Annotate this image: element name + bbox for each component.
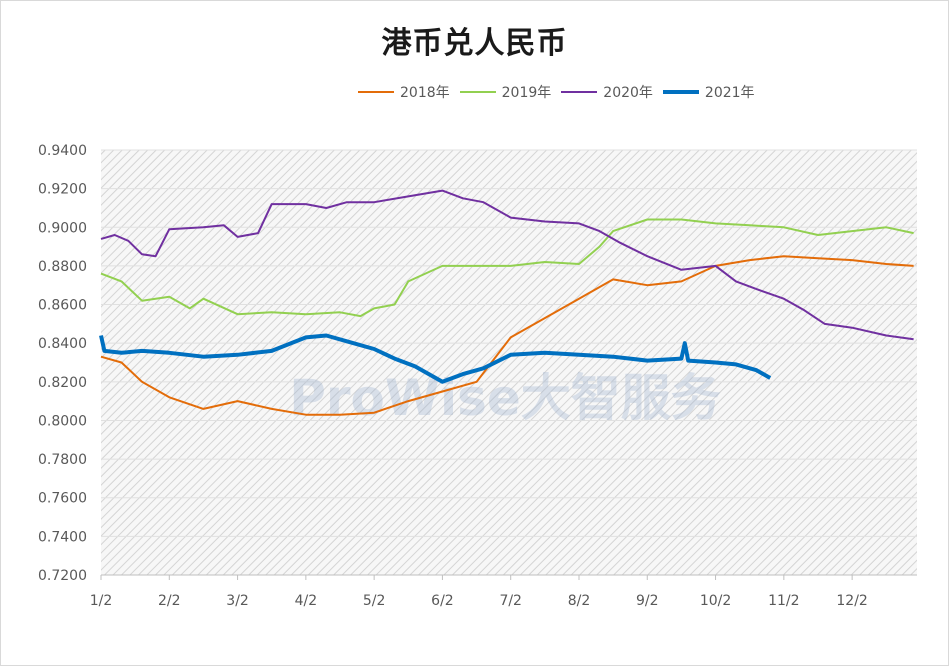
x-tick-label: 7/2	[499, 593, 522, 609]
y-axis-ticks: 0.9400 0.9200 0.9000 0.8800 0.8600 0.8400 0.82…	[38, 143, 87, 584]
legend-swatch-2019	[459, 91, 496, 93]
y-tick-label: 0.7400	[38, 529, 87, 545]
y-tick-label: 0.8800	[38, 259, 87, 275]
legend-label-2021: 2021年	[704, 85, 755, 101]
y-tick-label: 0.9000	[38, 220, 87, 236]
x-tick-label: 6/2	[431, 593, 454, 609]
y-tick-label: 0.7200	[38, 568, 87, 584]
series-line-2020	[100, 189, 914, 341]
series-line-2021	[99, 333, 772, 384]
y-tick-label: 0.8400	[38, 336, 87, 352]
x-axis-ticks: 1/2 2/2 3/2 4/2 5/2 6/2 7/2 8/2 9/2 10/2 11/2 12/2	[90, 575, 868, 609]
chart-title: 港币兑人民币	[381, 26, 568, 61]
x-tick-label: 1/2	[90, 593, 113, 609]
series-line-2019	[100, 218, 914, 318]
legend-swatch-2021	[662, 90, 699, 94]
y-tick-label: 0.7800	[38, 452, 87, 468]
y-tick-label: 0.8600	[38, 298, 87, 314]
legend: 2018年 2019年 2020年 2021年	[358, 82, 755, 102]
plot-area	[101, 150, 917, 575]
y-tick-label: 0.9200	[38, 182, 87, 198]
legend-swatch-2018	[358, 91, 394, 93]
series-line-2018	[100, 255, 914, 416]
x-tick-label: 10/2	[700, 593, 731, 609]
legend-label-2018: 2018年	[400, 85, 450, 101]
series-lines	[99, 189, 914, 416]
legend-swatch-2020	[561, 91, 598, 93]
legend-item-2020: 2020年	[561, 82, 653, 102]
y-tick-label: 0.8000	[38, 413, 87, 429]
y-tick-label: 0.7600	[38, 491, 87, 507]
x-tick-label: 4/2	[295, 593, 318, 609]
x-tick-label: 5/2	[363, 593, 386, 609]
legend-item-2018: 2018年	[358, 82, 450, 102]
x-tick-label: 3/2	[226, 593, 249, 609]
x-tick-label: 2/2	[158, 593, 181, 609]
watermark: ProWise大智服务	[289, 369, 721, 427]
legend-label-2020: 2020年	[603, 85, 653, 101]
x-tick-label: 8/2	[568, 593, 591, 609]
x-tick-label: 11/2	[768, 593, 799, 609]
x-tick-label: 12/2	[836, 593, 867, 609]
y-tick-label: 0.9400	[38, 143, 87, 159]
x-tick-label: 9/2	[636, 593, 659, 609]
legend-item-2019: 2019年	[459, 82, 552, 102]
legend-label-2019: 2019年	[501, 85, 552, 101]
legend-item-2021: 2021年	[662, 82, 755, 102]
y-tick-label: 0.8200	[38, 375, 87, 391]
